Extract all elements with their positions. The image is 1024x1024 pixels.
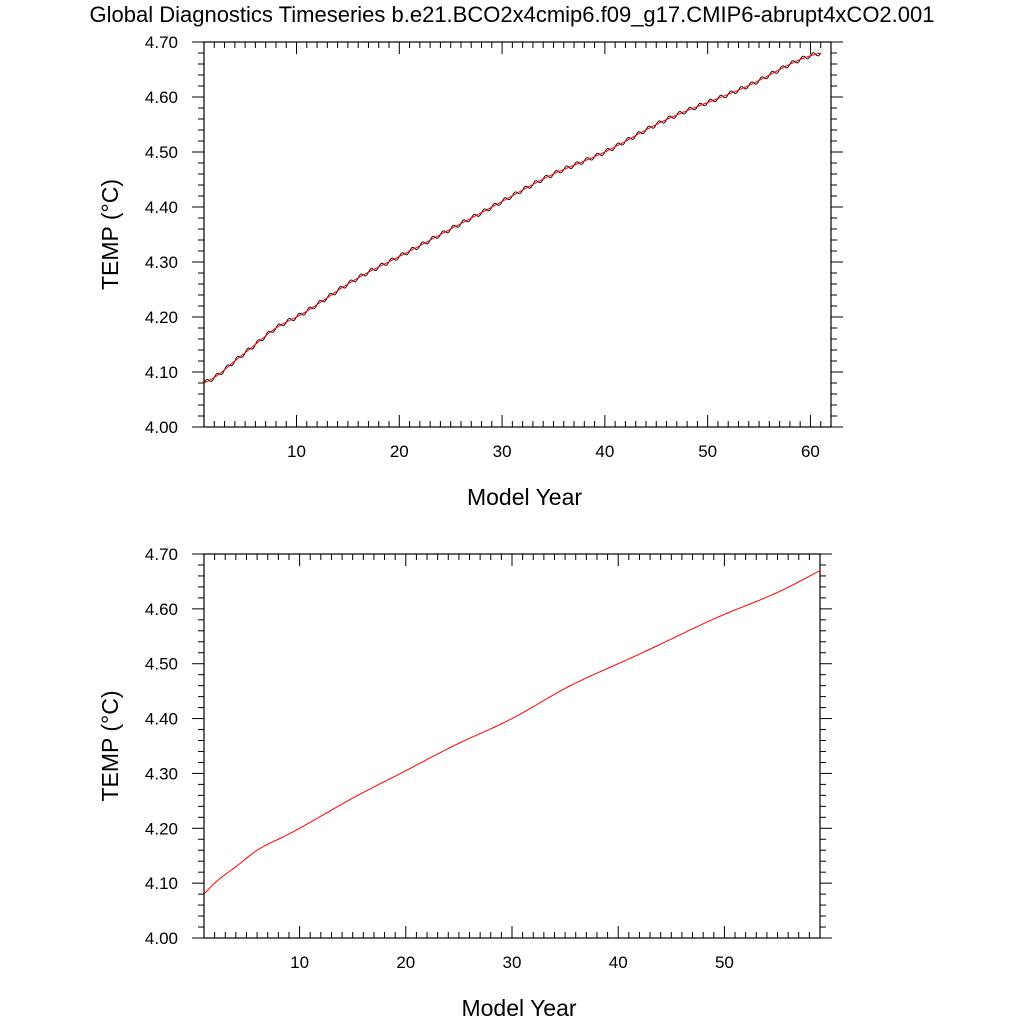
chart-panel-2: 10 20 30 40 50 4.00 4.10 4.20 4.30 4.40 4.50 4.60 4.… [97, 545, 832, 1021]
y-tick-label: 4.20 [145, 308, 178, 327]
y-tick-label: 4.50 [145, 143, 178, 162]
y-tick-label: 4.40 [145, 198, 178, 217]
y-tick-label: 4.70 [145, 33, 178, 52]
x-tick-label: 60 [801, 442, 820, 461]
y-tick-label: 4.60 [145, 88, 178, 107]
x-tick-label: 10 [287, 442, 306, 461]
x-tick-label: 50 [698, 442, 717, 461]
y-axis-label: TEMP (°C) [97, 179, 123, 290]
y-tick-label: 4.50 [145, 655, 178, 674]
annual-series-line [203, 52, 821, 384]
x-tick-label: 30 [493, 442, 512, 461]
x-tick-label: 30 [503, 953, 522, 972]
page-title: Global Diagnostics Timeseries b.e21.BCO2… [89, 2, 935, 27]
x-axis-label: Model Year [467, 484, 582, 510]
x-tick-label: 40 [609, 953, 628, 972]
y-tick-label: 4.60 [145, 600, 178, 619]
x-tick-label: 20 [390, 442, 409, 461]
x-tick-label: 10 [290, 953, 309, 972]
x-tick-label: 20 [396, 953, 415, 972]
chart-panel-1: 10 20 30 40 50 60 4.00 4.10 4.20 4.30 4.40 4.50 4.60… [97, 33, 843, 510]
plot-frame [203, 553, 821, 939]
y-tick-label: 4.10 [145, 874, 178, 893]
y-axis-label: TEMP (°C) [97, 691, 123, 802]
plot-frame [203, 41, 832, 428]
y-tick-label: 4.40 [145, 710, 178, 729]
x-tick-label: 40 [595, 442, 614, 461]
y-tick-label: 4.30 [145, 764, 178, 783]
y-tick-label: 4.00 [145, 418, 178, 437]
y-tick-label: 4.10 [145, 363, 178, 382]
annual-series-line [203, 570, 821, 895]
x-tick-label: 50 [715, 953, 734, 972]
y-tick-label: 4.70 [145, 545, 178, 564]
y-tick-label: 4.30 [145, 253, 178, 272]
y-tick-label: 4.20 [145, 819, 178, 838]
monthly-series-line [203, 52, 822, 384]
y-tick-label: 4.00 [145, 929, 178, 948]
x-axis-label: Model Year [461, 995, 576, 1021]
